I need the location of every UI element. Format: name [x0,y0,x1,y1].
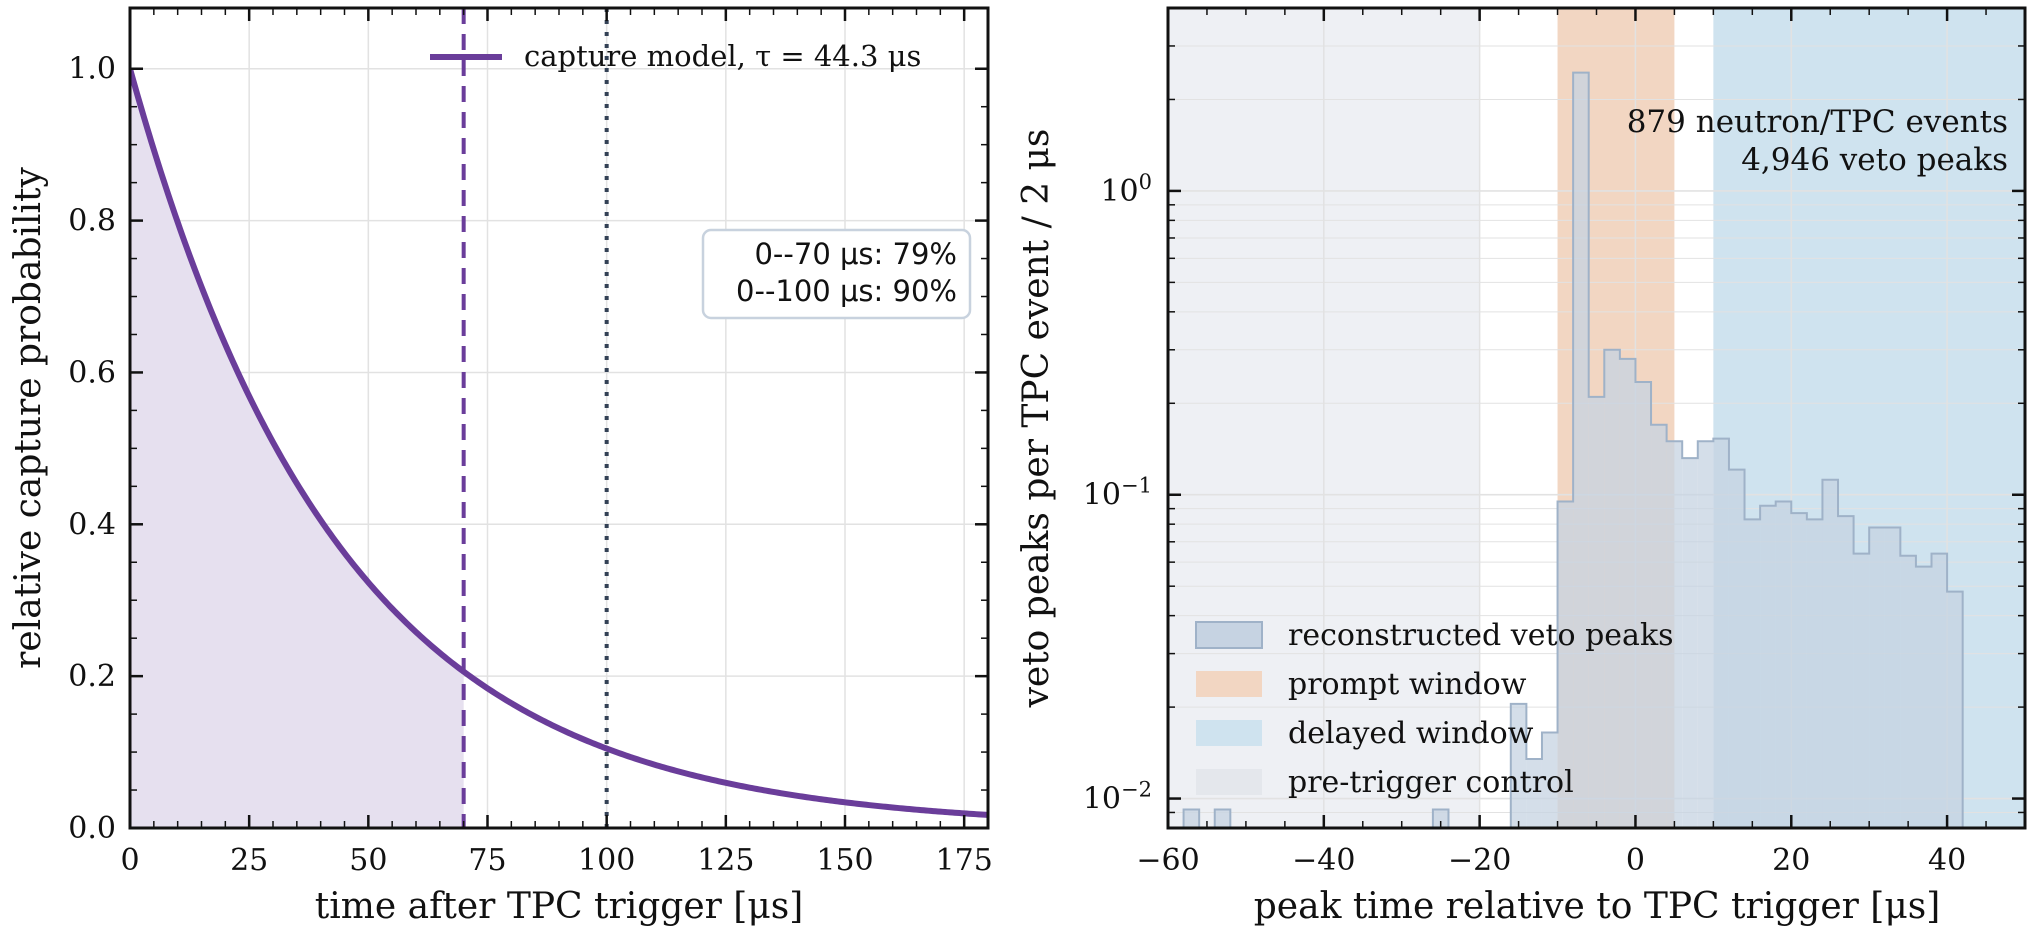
x-tick-label: 0 [1626,843,1645,878]
histogram-bar [1666,441,1683,828]
histogram-bar [1588,396,1605,828]
histogram-bar [1541,732,1558,828]
histogram-bar [1557,501,1574,828]
histogram-bar [1853,553,1870,828]
histogram-bar [1806,519,1823,828]
left-legend: capture model, τ = 44.3 μs [430,39,921,73]
right-ticks: −60 −40 −20 0 20 40 10−2 10−1 100 [1083,7,2026,878]
x-tick-label: 20 [1772,843,1810,878]
legend-delayed-label: delayed window [1288,716,1534,751]
x-tick-label: 125 [697,843,754,878]
y-tick-label: 10−1 [1083,474,1152,513]
histogram-bar [1697,441,1714,828]
event-count-line-1: 879 neutron/TPC events [1627,104,2008,140]
histogram-bar [1728,469,1745,828]
y-tick-label: 0.6 [68,355,116,390]
histogram-bar [1183,809,1200,828]
histogram-bar [1744,519,1761,828]
left-x-axis-label: time after TPC trigger [μs] [315,886,804,927]
x-tick-label: 75 [468,843,506,878]
legend-pretrigger-swatch [1196,769,1262,795]
histogram-bar [1775,501,1792,828]
event-count-line-2: 4,946 veto peaks [1741,142,2008,178]
capture-fraction-line-2: 0--100 μs: 90% [736,274,957,308]
histogram-bar [1635,381,1652,828]
x-tick-label: 150 [816,843,873,878]
legend-veto-peaks-label: reconstructed veto peaks [1288,618,1674,653]
histogram-bar [1869,527,1885,828]
y-tick-label: 1.0 [68,52,116,87]
legend-delayed-swatch [1196,720,1262,746]
histogram-bar [1573,72,1589,828]
histogram-bar [1760,505,1776,828]
legend-prompt-label: prompt window [1288,667,1527,702]
histogram-bar [1214,809,1231,828]
histogram-bar [1651,424,1667,828]
histogram-bar [1604,349,1620,828]
right-x-axis-label: peak time relative to TPC trigger [μs] [1254,886,1941,927]
histogram-bar [1713,438,1729,828]
x-tick-label: 100 [578,843,635,878]
histogram-bar [1619,358,1636,828]
y-tick-label: 0.4 [68,507,116,542]
histogram-bar [1682,458,1698,828]
x-tick-label: 50 [349,843,387,878]
histogram-bar [1510,703,1527,828]
legend-pretrigger-label: pre-trigger control [1288,765,1574,800]
histogram-bar [1526,758,1542,828]
legend-capture-model-label: capture model, τ = 44.3 μs [524,39,921,73]
right-legend: reconstructed veto peaks prompt window d… [1195,618,1674,800]
capture-fraction-box: 0--70 μs: 79% 0--100 μs: 90% [701,228,972,320]
x-tick-label: −20 [1448,843,1511,878]
veto-peak-timing-panel: −60 −40 −20 0 20 40 10−2 10−1 100 879 neutron/TP… [1016,6,2027,927]
x-tick-label: 175 [936,843,993,878]
histogram-bar [1822,479,1839,828]
capture-fraction-line-1: 0--70 μs: 79% [754,237,957,271]
histogram-bar [1791,513,1807,828]
x-tick-label: 0 [120,843,139,878]
histogram-bars [1183,72,1963,828]
x-tick-label: 40 [1928,843,1966,878]
histogram-outline [1182,71,1964,828]
y-tick-label: 0.0 [68,811,116,846]
capture-model-curve [130,67,988,818]
left-y-axis-label: relative capture probability [8,167,49,669]
y-tick-label: 0.2 [68,659,116,694]
capture-probability-panel: 0 25 50 75 100 125 150 175 0.0 0.2 0.4 0.6 0.8 1.0 ca… [8,6,993,927]
y-tick-label: 100 [1100,170,1152,209]
capture-model-shaded-area [130,68,464,828]
y-tick-label: 0.8 [68,204,116,239]
legend-veto-peaks-swatch [1195,621,1263,649]
histogram-bar [1900,555,1916,828]
histogram-bar [1915,566,1932,828]
capture-fraction-box-frame [701,228,972,320]
right-y-axis-label: veto peaks per TPC event / 2 μs [1016,129,1057,709]
x-tick-label: −40 [1292,843,1355,878]
histogram-bar [1432,809,1449,828]
x-tick-label: −60 [1136,843,1199,878]
legend-prompt-swatch [1196,671,1262,697]
histogram-bar [1931,553,1948,828]
histogram-bar [1884,527,1901,828]
histogram-bar [1947,591,1963,828]
histogram-bar [1838,516,1854,828]
left-ticks: 0 25 50 75 100 125 150 175 0.0 0.2 0.4 0.6 0.8 1.0 [68,8,993,878]
x-tick-label: 25 [230,843,268,878]
y-tick-label: 10−2 [1083,778,1152,817]
